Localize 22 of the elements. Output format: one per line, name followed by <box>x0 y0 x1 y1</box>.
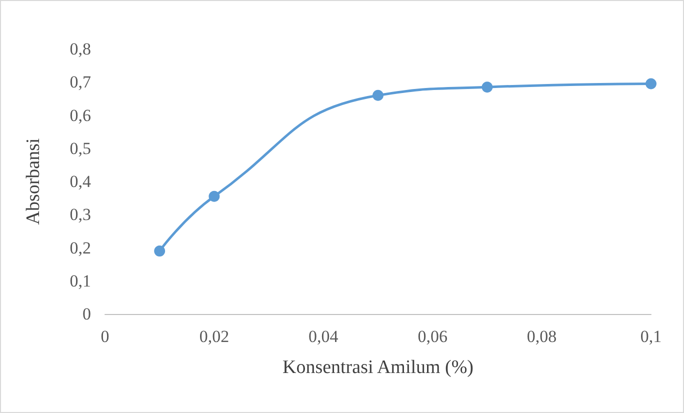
x-tick-label: 0 <box>100 327 110 346</box>
y-tick-label: 0,4 <box>70 172 92 191</box>
x-tick-label: 0,06 <box>418 327 448 346</box>
y-tick-label: 0,5 <box>70 138 91 158</box>
point <box>154 246 166 257</box>
point <box>372 90 384 101</box>
y-tick-label: 0,6 <box>70 106 91 125</box>
y-tick-label: 0,7 <box>70 72 92 92</box>
x-tick-label: 0,02 <box>199 327 230 346</box>
x-axis-title: Konsentrasi Amilum (%) <box>282 357 474 378</box>
point <box>482 82 493 93</box>
y-tick-label: 0 <box>82 304 91 324</box>
y-tick-label: 0,8 <box>70 40 91 58</box>
y-tick-label: 0,3 <box>70 205 91 224</box>
x-tick-label: 0,04 <box>308 327 339 346</box>
point <box>208 190 220 202</box>
x-tick-label: 0,08 <box>526 327 557 346</box>
x-tick-label: 0,1 <box>640 327 662 346</box>
y-tick-label: 0,1 <box>70 271 91 290</box>
y-tick-label: 0,2 <box>70 238 91 258</box>
point <box>646 78 656 90</box>
y-axis-title: Absorbansi <box>23 138 44 225</box>
